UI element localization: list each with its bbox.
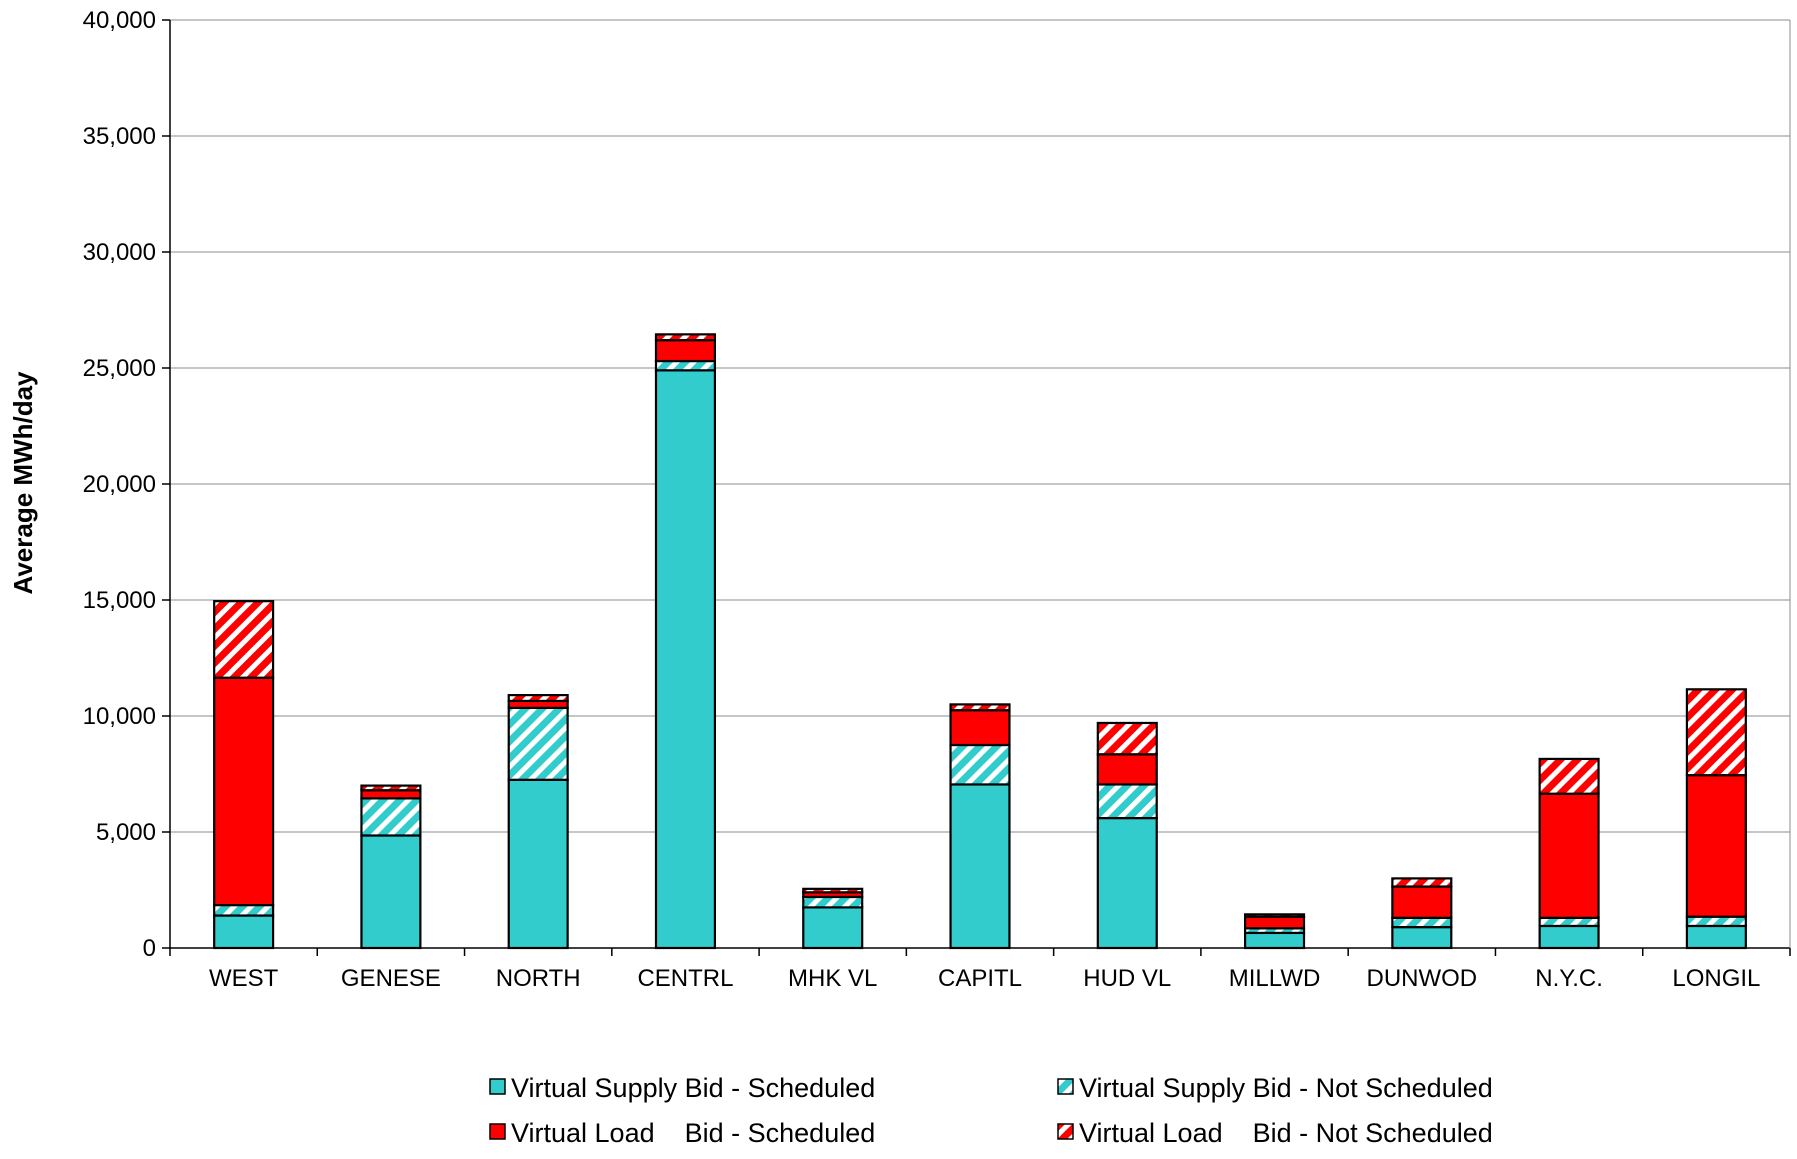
y-tick-label: 10,000 [83, 703, 156, 730]
y-tick-label: 35,000 [83, 123, 156, 150]
bar-segment-capitl-series-2 [949, 743, 1011, 786]
bar-segment-mhk-vl-series-1 [802, 906, 864, 950]
x-tick-label: DUNWOD [1366, 965, 1477, 992]
bar-segment-n-y-c--series-1 [1538, 924, 1600, 950]
y-tick-label: 20,000 [83, 471, 156, 498]
y-axis-label: Average MWh/day [8, 371, 38, 595]
bar-segment-n-y-c--series-3 [1538, 792, 1600, 919]
bar-segment-mhk-vl-series-4 [802, 887, 864, 894]
bar-segment-dunwod-series-4 [1391, 877, 1453, 888]
bar-segment-genese-series-4 [360, 784, 422, 792]
bar-segment-dunwod-series-1 [1391, 926, 1453, 950]
bar-segment-capitl-series-4 [949, 703, 1011, 712]
bar-segment-west-series-4 [213, 600, 275, 679]
bar-segment-centrl-series-2 [654, 359, 717, 372]
bar-segment-genese-series-1 [360, 834, 422, 950]
bar-segment-longil-series-4 [1685, 688, 1747, 777]
y-tick-label: 15,000 [83, 587, 156, 614]
x-tick-label: N.Y.C. [1535, 965, 1603, 992]
bar-segment-hud-vl-series-1 [1096, 816, 1158, 950]
legend-label: Virtual Load Bid - Scheduled [511, 1118, 875, 1148]
bar-segment-hud-vl-series-3 [1096, 753, 1158, 786]
bars [213, 333, 1747, 950]
bar-segment-hud-vl-series-4 [1096, 721, 1158, 756]
bar-segment-north-series-4 [507, 694, 569, 703]
x-tick-label: CAPITL [938, 965, 1022, 992]
bar-segment-longil-series-1 [1685, 924, 1747, 950]
bar-segment-capitl-series-1 [949, 783, 1011, 950]
bar-segment-capitl-series-3 [949, 709, 1011, 747]
y-tick-label: 5,000 [96, 819, 156, 846]
legend: Virtual Supply Bid - Scheduled Virtual Su… [489, 1073, 1493, 1148]
x-tick-label: CENTRL [637, 965, 733, 992]
bar-segment-millwd-series-1 [1243, 931, 1306, 950]
x-tick-label: HUD VL [1083, 965, 1171, 992]
x-tick-label: NORTH [496, 965, 581, 992]
y-tick-label: 0 [143, 935, 156, 962]
legend-swatch [489, 1078, 506, 1095]
bar-segment-mhk-vl-series-2 [802, 895, 864, 909]
bar-segment-n-y-c--series-2 [1538, 916, 1600, 928]
legend-label: Virtual Supply Bid - Not Scheduled [1079, 1073, 1493, 1103]
y-tick-label: 40,000 [83, 7, 156, 34]
bar-segment-n-y-c--series-4 [1538, 757, 1600, 795]
bar-segment-west-series-1 [213, 914, 275, 950]
bar-segment-north-series-2 [507, 706, 569, 781]
bar-segment-millwd-series-3 [1243, 915, 1306, 930]
bar-segment-centrl-series-4 [654, 333, 717, 342]
bar-segment-genese-series-2 [360, 797, 422, 837]
bar-segment-north-series-1 [507, 778, 569, 950]
legend-swatch [489, 1123, 506, 1140]
gridlines [170, 19, 1790, 833]
bar-segment-dunwod-series-3 [1391, 885, 1453, 919]
y-tick-label: 25,000 [83, 355, 156, 382]
x-tick-label: LONGIL [1672, 965, 1760, 992]
bar-segment-hud-vl-series-2 [1096, 783, 1158, 820]
y-axis-ticks: 0 5,000 10,000 15,000 20,000 25,000 30,000 35,0… [83, 7, 170, 962]
bar-segment-west-series-2 [213, 903, 275, 917]
bar-segment-west-series-3 [213, 676, 275, 907]
bar-segment-centrl-series-1 [654, 369, 717, 950]
legend-swatch [1057, 1078, 1074, 1095]
x-tick-label: MILLWD [1229, 965, 1321, 992]
bar-segment-longil-series-2 [1685, 915, 1747, 928]
legend-label: Virtual Supply Bid - Scheduled [511, 1073, 875, 1103]
bar-segment-centrl-series-3 [654, 339, 717, 363]
x-tick-label: WEST [209, 965, 279, 992]
bar-segment-longil-series-3 [1685, 774, 1747, 918]
legend-label: Virtual Load Bid - Not Scheduled [1079, 1118, 1493, 1148]
bar-segment-dunwod-series-2 [1391, 916, 1453, 929]
x-tick-label: MHK VL [788, 965, 877, 992]
x-tick-label: GENESE [341, 965, 441, 992]
y-tick-label: 30,000 [83, 239, 156, 266]
bar-segment-genese-series-3 [360, 789, 422, 800]
bar-segment-millwd-series-4 [1243, 913, 1306, 918]
x-axis-ticks: WEST GENESE NORTH CENTRL MHK VL CAPITL HUD VL M… [169, 948, 1791, 992]
axes [169, 20, 1791, 949]
legend-swatch [1057, 1123, 1074, 1140]
